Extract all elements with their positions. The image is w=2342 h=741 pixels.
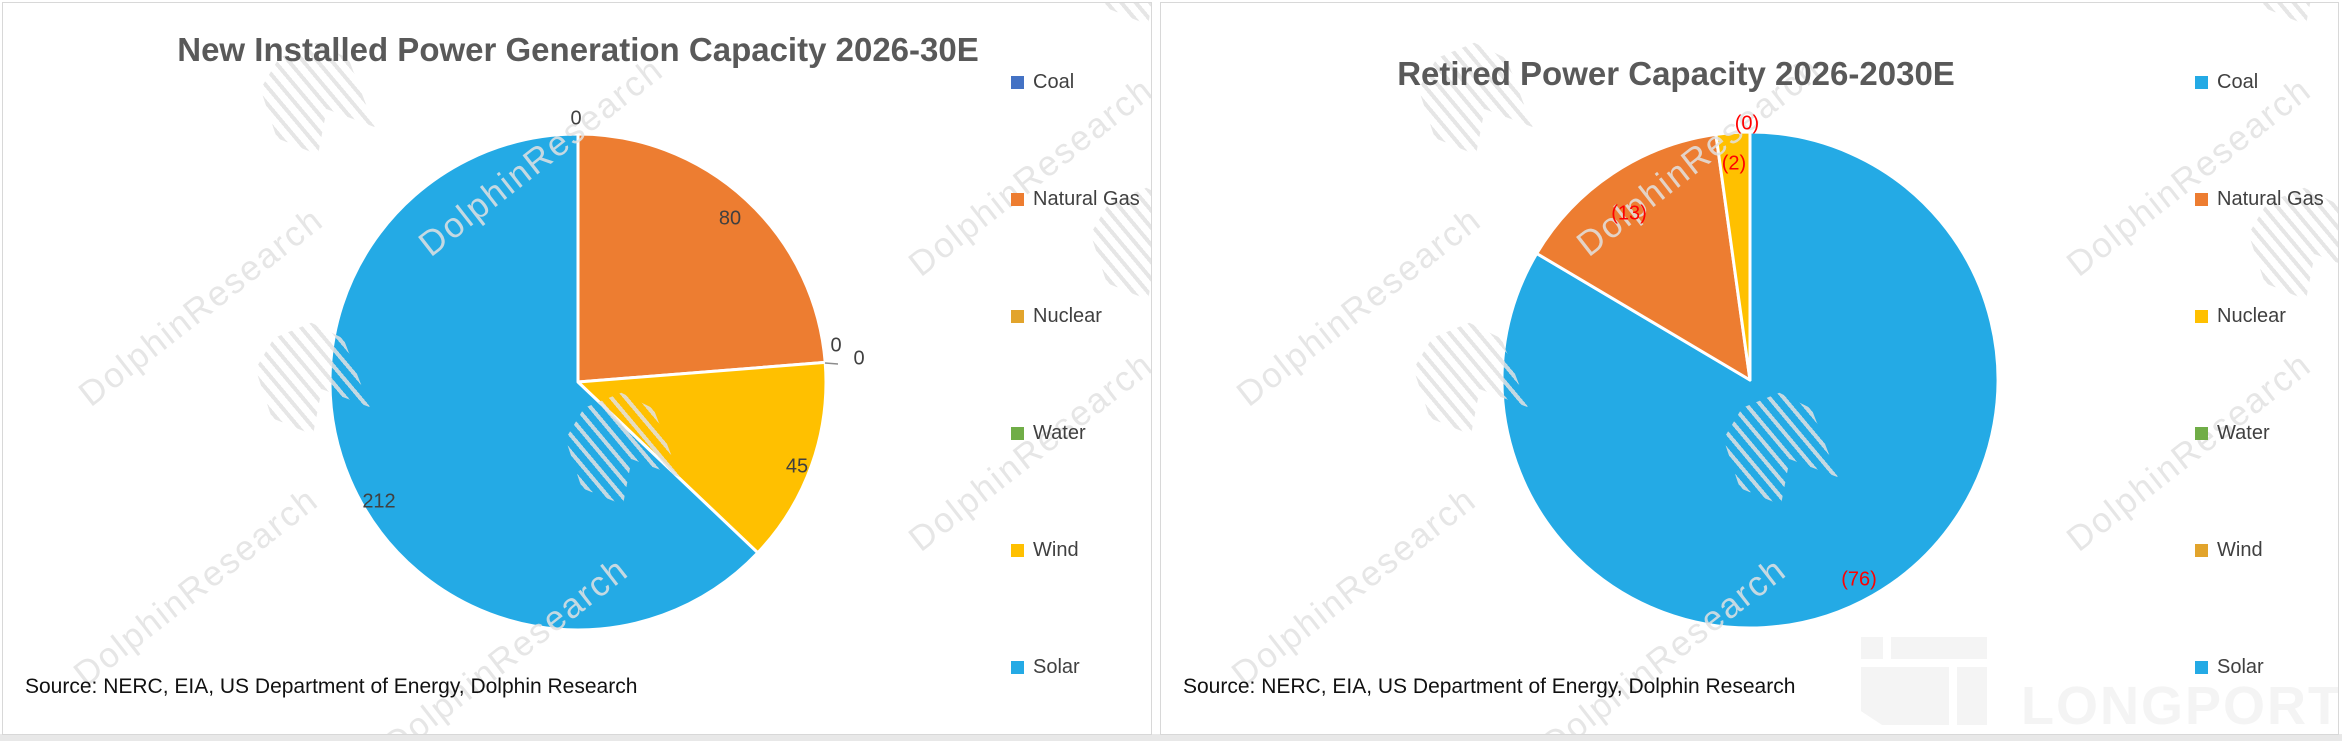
data-label: (2): [1721, 152, 1747, 175]
legend-marker-icon: [1011, 427, 1024, 440]
legend-label: Solar: [2217, 656, 2264, 678]
dolphin-fan-icon: [581, 2, 727, 25]
watermark-text: DolphinResearch: [71, 199, 331, 415]
legend-item-water: Water: [1011, 417, 1151, 450]
data-label: (76): [1841, 568, 1877, 591]
legend-label: Wind: [2217, 539, 2263, 561]
dolphin-research-watermark: DolphinResearch: [858, 216, 1152, 560]
source-note: Source: NERC, EIA, US Department of Ener…: [25, 675, 638, 698]
pie-slice-nuclear: [1714, 130, 1752, 382]
legend-marker-icon: [1011, 661, 1024, 674]
longport-logo-icon: [1891, 637, 1987, 659]
data-label: 80: [718, 207, 742, 230]
legend-marker-icon: [1011, 193, 1024, 206]
legend-item-coal: Coal: [1011, 66, 1151, 99]
legend-marker-icon: [1011, 544, 1024, 557]
legend-label: Water: [2217, 422, 2270, 444]
legend-label: Coal: [1033, 71, 1075, 93]
watermark-text: DolphinResearch: [1224, 479, 1484, 695]
legend-marker-icon: [2195, 427, 2208, 440]
legend-item-wind: Wind: [2195, 534, 2338, 567]
legend-label: Nuclear: [2217, 305, 2286, 327]
legend-item-solar: Solar: [2195, 651, 2338, 684]
data-label: 212: [362, 490, 396, 513]
legend-label: Wind: [1033, 539, 1079, 561]
dolphin-research-watermark: DolphinResearch: [2016, 216, 2339, 560]
watermark-text: DolphinResearch: [901, 69, 1152, 285]
data-label: 0: [853, 347, 865, 370]
watermark-text: DolphinResearch: [66, 479, 326, 695]
legend-label: Coal: [2217, 71, 2259, 93]
legend-label: Nuclear: [1033, 305, 1102, 327]
longport-logo-icon: [1861, 637, 1883, 659]
data-label: 0: [830, 334, 842, 357]
legend-item-nuclear: Nuclear: [2195, 300, 2338, 333]
chart-title: Retired Power Capacity 2026-2030E: [1397, 55, 1955, 92]
legend-marker-icon: [1011, 310, 1024, 323]
legend-item-wind: Wind: [1011, 534, 1151, 567]
legend-item-natural-gas: Natural Gas: [1011, 183, 1151, 216]
chart-title: New Installed Power Generation Capacity …: [177, 31, 979, 68]
data-label: 45: [785, 455, 809, 478]
legend-marker-icon: [2195, 193, 2208, 206]
legend-label: Water: [1033, 422, 1086, 444]
chart-card-retired-capacity: LONGPORT Retired Power Capacity 2026-203…: [1160, 2, 2339, 735]
dolphin-fan-icon: [1739, 2, 1885, 25]
legend-marker-icon: [2195, 310, 2208, 323]
legend-marker-icon: [2195, 76, 2208, 89]
watermark-text: DolphinResearch: [2059, 344, 2319, 560]
legend-marker-icon: [2195, 661, 2208, 674]
legend-item-natural-gas: Natural Gas: [2195, 183, 2338, 216]
watermark-text: DolphinResearch: [2059, 69, 2319, 285]
legend-item-coal: Coal: [2195, 66, 2338, 99]
longport-logo-icon: [1957, 667, 1987, 725]
legend-item-solar: Solar: [1011, 651, 1151, 684]
pie-chart: [328, 132, 838, 632]
pie-slice-natural-gas: [1535, 132, 1752, 382]
data-label: 0: [570, 107, 582, 130]
pie-chart: [1500, 130, 2000, 630]
label-leader-line: [824, 362, 838, 365]
legend-marker-icon: [2195, 544, 2208, 557]
dolphin-fan-icon: [2229, 2, 2339, 45]
data-label: (0): [1734, 112, 1760, 135]
source-note: Source: NERC, EIA, US Department of Ener…: [1183, 675, 1796, 698]
watermark-text: DolphinResearch: [1229, 199, 1489, 415]
longport-logo-icon: [1861, 667, 1949, 725]
legend-label: Natural Gas: [1033, 188, 1140, 210]
legend-label: Solar: [1033, 656, 1080, 678]
legend-marker-icon: [1011, 76, 1024, 89]
bottom-edge-strip: [0, 734, 2342, 741]
legend-label: Natural Gas: [2217, 188, 2324, 210]
pie-slice-natural-gas: [576, 132, 827, 384]
longport-logo-text: LONGPORT: [2021, 676, 2339, 735]
legend-item-water: Water: [2195, 417, 2338, 450]
dolphin-research-watermark: DolphinResearch: [2016, 2, 2339, 285]
watermark-text: DolphinResearch: [901, 344, 1152, 560]
chart-card-new-installed-capacity: New Installed Power Generation Capacity …: [2, 2, 1152, 735]
data-label: (13): [1611, 202, 1647, 225]
legend-item-nuclear: Nuclear: [1011, 300, 1151, 333]
